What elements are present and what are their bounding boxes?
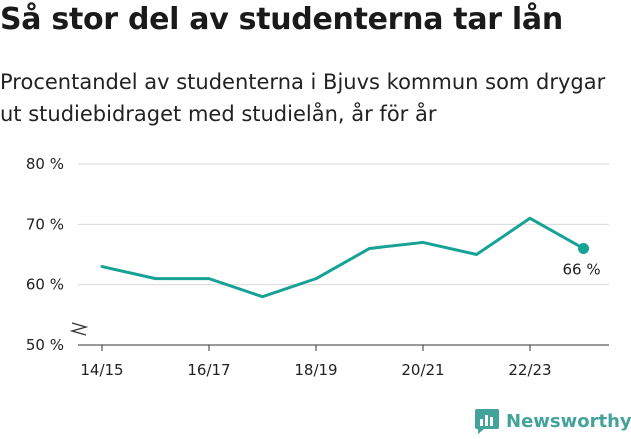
last-data-point [578, 242, 589, 254]
y-tick-label: 50 % [26, 336, 64, 354]
data-label: 66 % [563, 260, 601, 278]
brand-name: Newsworthy [506, 410, 631, 432]
y-tick-label: 60 % [26, 276, 64, 294]
axis-break-icon [69, 322, 89, 336]
data-line [100, 216, 585, 299]
x-tick-label: 20/21 [401, 361, 444, 379]
subtitle-line-1: Procentandel av studenterna i Bjuvs komm… [0, 70, 606, 94]
subtitle-line-2: ut studiebidraget med studielån, år för … [0, 102, 437, 126]
y-axis-labels: 50 % 60 % 70 % 80 % [26, 155, 64, 354]
x-tick-label: 16/17 [187, 361, 230, 379]
x-tick-label: 14/15 [80, 361, 123, 379]
brand-logo: Newsworthy [474, 406, 631, 436]
y-tick-label: 80 % [26, 155, 64, 173]
gridlines [78, 163, 609, 286]
x-tick-label: 18/19 [294, 361, 337, 379]
x-axis [69, 322, 609, 351]
x-axis-labels: 14/15 16/17 18/19 20/21 22/23 [80, 361, 551, 379]
series-group: 66 % [100, 216, 601, 299]
chart-subtitle: Procentandel av studenterna i Bjuvs komm… [0, 66, 631, 130]
y-tick-label: 70 % [26, 215, 64, 233]
chart-title: Så stor del av studenterna tar lån [0, 2, 563, 37]
newsworthy-icon [475, 409, 499, 434]
x-tick-label: 22/23 [508, 361, 551, 379]
